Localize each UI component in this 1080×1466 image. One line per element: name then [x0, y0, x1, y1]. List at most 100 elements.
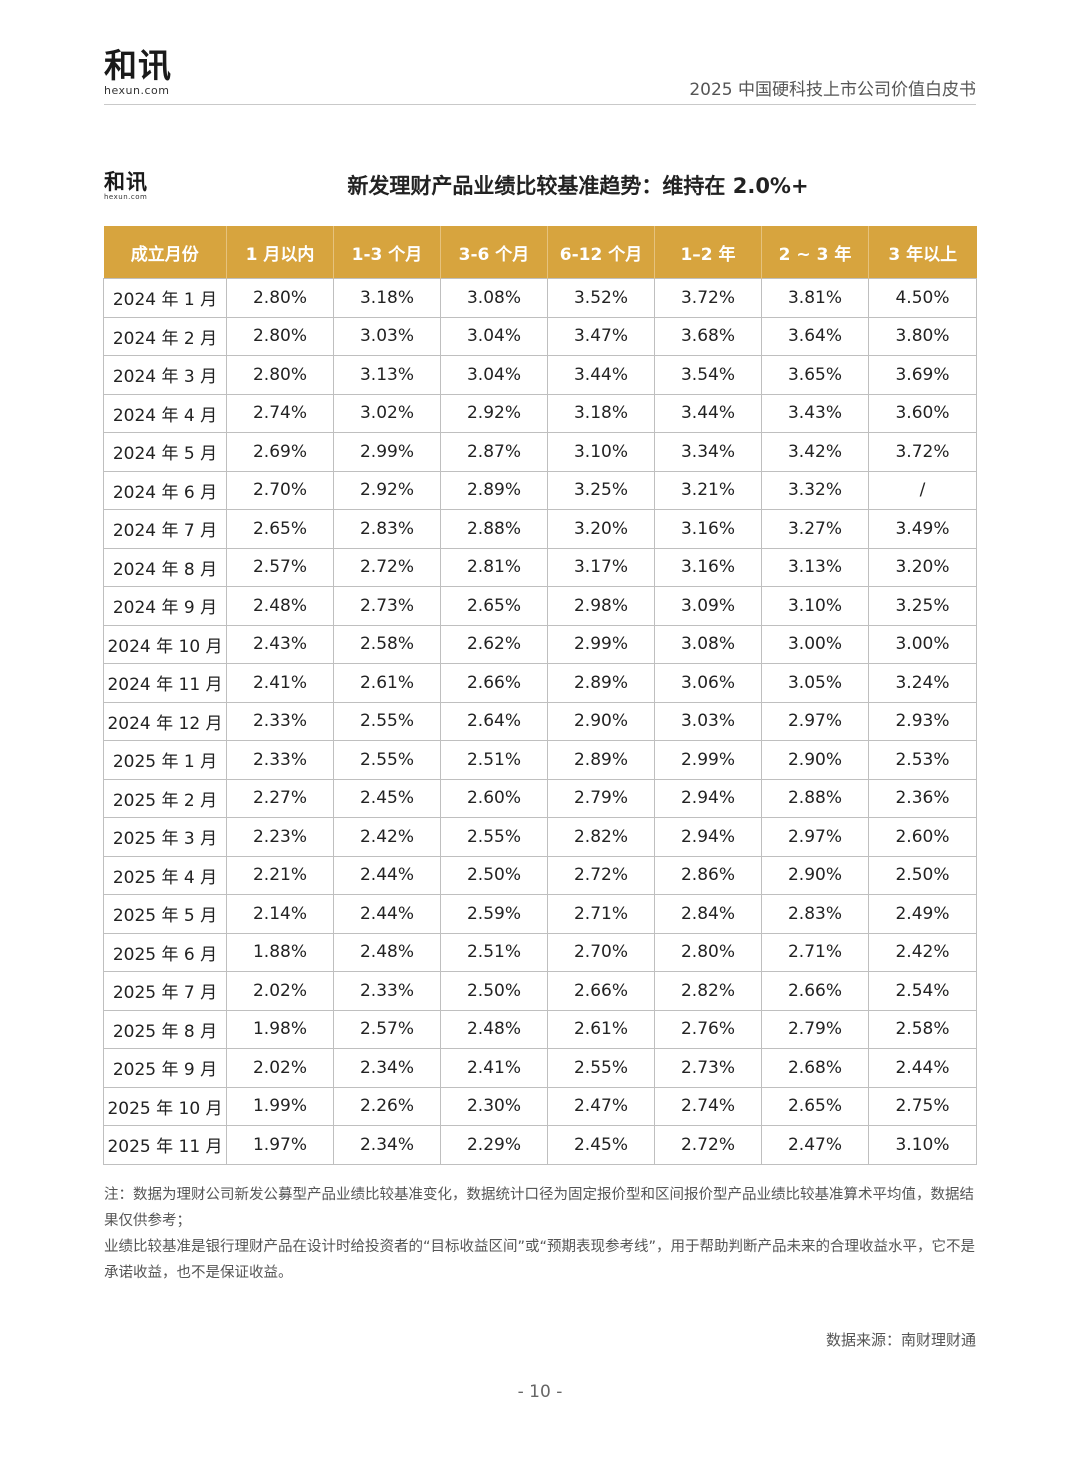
month-cell: 2024 年 5 月 — [103, 432, 227, 472]
rate-cell: 2.53% — [868, 740, 977, 780]
rate-cell: 3.44% — [547, 355, 655, 395]
section-logo: 和讯 hexun.com — [104, 171, 148, 201]
rate-cell: 3.34% — [654, 432, 762, 472]
rate-cell: 2.21% — [226, 855, 334, 895]
rate-cell: 2.66% — [547, 971, 655, 1011]
month-cell: 2024 年 8 月 — [103, 547, 227, 587]
rate-cell: 3.03% — [333, 316, 441, 356]
month-cell: 2024 年 2 月 — [103, 316, 227, 356]
rate-cell: 2.34% — [333, 1048, 441, 1088]
rate-cell: 2.72% — [547, 855, 655, 895]
month-cell: 2024 年 12 月 — [103, 701, 227, 741]
rate-cell: 2.89% — [547, 663, 655, 703]
rate-cell: 2.54% — [868, 971, 977, 1011]
rate-cell: 3.25% — [547, 470, 655, 510]
table-row: 2024 年 4 月 2.74% 3.02% 2.92% 3.18% 3.44% 3.43%… — [103, 393, 977, 433]
table-title: 新发理财产品业绩比较基准趋势：维持在 2.0%+ — [347, 174, 809, 198]
table-row: 2025 年 9 月 2.02% 2.34% 2.41% 2.55% 2.73% 2.68%… — [103, 1048, 977, 1088]
rate-cell: 2.79% — [761, 1009, 869, 1049]
rate-cell: 2.99% — [547, 624, 655, 664]
rate-cell: 2.83% — [761, 894, 869, 934]
rate-cell: 2.60% — [440, 778, 548, 818]
rate-cell: 2.76% — [654, 1009, 762, 1049]
month-cell: 2025 年 6 月 — [103, 932, 227, 972]
rate-cell: 2.81% — [440, 547, 548, 587]
section-logo-text: 和讯 — [104, 170, 148, 194]
table-row: 2024 年 3 月 2.80% 3.13% 3.04% 3.44% 3.54% 3.65%… — [103, 355, 977, 395]
rate-cell: 3.32% — [761, 470, 869, 510]
rate-cell: 2.88% — [761, 778, 869, 818]
rate-cell: 3.81% — [761, 278, 869, 318]
month-cell: 2024 年 7 月 — [103, 509, 227, 549]
rate-cell: 3.47% — [547, 316, 655, 356]
month-cell: 2025 年 10 月 — [103, 1086, 227, 1126]
month-cell: 2024 年 3 月 — [103, 355, 227, 395]
rate-cell: 2.61% — [333, 663, 441, 703]
rate-cell: 2.70% — [547, 932, 655, 972]
rate-cell: 2.50% — [440, 855, 548, 895]
rate-cell: 3.08% — [440, 278, 548, 318]
footnote-line: 注：数据为理财公司新发公募型产品业绩比较基准变化，数据统计口径为固定报价型和区间… — [104, 1187, 974, 1229]
header-divider — [104, 104, 976, 105]
rate-cell: 2.55% — [547, 1048, 655, 1088]
table-row: 2025 年 2 月 2.27% 2.45% 2.60% 2.79% 2.94% 2.88%… — [103, 778, 977, 818]
column-header: 1-3 个月 — [333, 226, 441, 279]
rate-cell: 2.99% — [654, 740, 762, 780]
month-cell: 2025 年 1 月 — [103, 740, 227, 780]
rate-cell: 2.66% — [761, 971, 869, 1011]
rate-cell: 2.55% — [440, 817, 548, 857]
rate-cell: 2.41% — [440, 1048, 548, 1088]
table-row: 2025 年 3 月 2.23% 2.42% 2.55% 2.82% 2.94% 2.97%… — [103, 817, 977, 857]
rate-cell: 2.80% — [226, 278, 334, 318]
rate-cell: 2.94% — [654, 778, 762, 818]
rate-cell: 3.49% — [868, 509, 977, 549]
rate-cell: 2.58% — [333, 624, 441, 664]
rate-cell: 2.74% — [654, 1086, 762, 1126]
rate-cell: 3.24% — [868, 663, 977, 703]
month-cell: 2025 年 9 月 — [103, 1048, 227, 1088]
rate-cell: 2.70% — [226, 470, 334, 510]
table-row: 2024 年 2 月 2.80% 3.03% 3.04% 3.47% 3.68% 3.64%… — [103, 316, 977, 356]
month-cell: 2025 年 7 月 — [103, 971, 227, 1011]
rate-cell: 2.73% — [333, 586, 441, 626]
rate-cell: 2.90% — [761, 855, 869, 895]
rate-cell: 3.80% — [868, 316, 977, 356]
rate-cell: 2.60% — [868, 817, 977, 857]
rate-cell: 3.08% — [654, 624, 762, 664]
rate-cell: 2.80% — [226, 316, 334, 356]
rate-cell: 3.04% — [440, 316, 548, 356]
logo-subtext: hexun.com — [104, 84, 170, 97]
month-cell: 2025 年 8 月 — [103, 1009, 227, 1049]
rate-cell: 2.26% — [333, 1086, 441, 1126]
rate-cell: 3.16% — [654, 509, 762, 549]
rate-cell: 2.47% — [547, 1086, 655, 1126]
rate-cell: 2.23% — [226, 817, 334, 857]
rate-cell: 2.55% — [333, 740, 441, 780]
rate-cell: 3.09% — [654, 586, 762, 626]
rate-cell: 1.98% — [226, 1009, 334, 1049]
rate-cell: 3.10% — [868, 1125, 977, 1165]
rate-cell: 2.27% — [226, 778, 334, 818]
rate-cell: 2.98% — [547, 586, 655, 626]
table-row: 2025 年 6 月 1.88% 2.48% 2.51% 2.70% 2.80% 2.71%… — [103, 932, 977, 972]
rate-cell: 3.72% — [654, 278, 762, 318]
rate-cell: 2.62% — [440, 624, 548, 664]
rate-cell: 2.47% — [761, 1125, 869, 1165]
table-row: 2024 年 12 月 2.33% 2.55% 2.64% 2.90% 3.03% 2.97… — [103, 701, 977, 741]
data-source: 数据来源：南财理财通 — [825, 1331, 976, 1349]
rate-cell: 2.02% — [226, 971, 334, 1011]
rate-cell: 3.13% — [761, 547, 869, 587]
rate-cell: 2.82% — [547, 817, 655, 857]
rate-cell: 3.06% — [654, 663, 762, 703]
table-row: 2025 年 1 月 2.33% 2.55% 2.51% 2.89% 2.99% 2.90%… — [103, 740, 977, 780]
rate-cell: / — [868, 470, 977, 510]
rate-cell: 2.80% — [226, 355, 334, 395]
month-cell: 2025 年 5 月 — [103, 894, 227, 934]
rate-cell: 2.84% — [654, 894, 762, 934]
rate-cell: 2.57% — [226, 547, 334, 587]
rate-cell: 2.44% — [333, 894, 441, 934]
rate-cell: 2.57% — [333, 1009, 441, 1049]
rate-cell: 2.50% — [868, 855, 977, 895]
column-header: 2 ~ 3 年 — [761, 226, 869, 279]
